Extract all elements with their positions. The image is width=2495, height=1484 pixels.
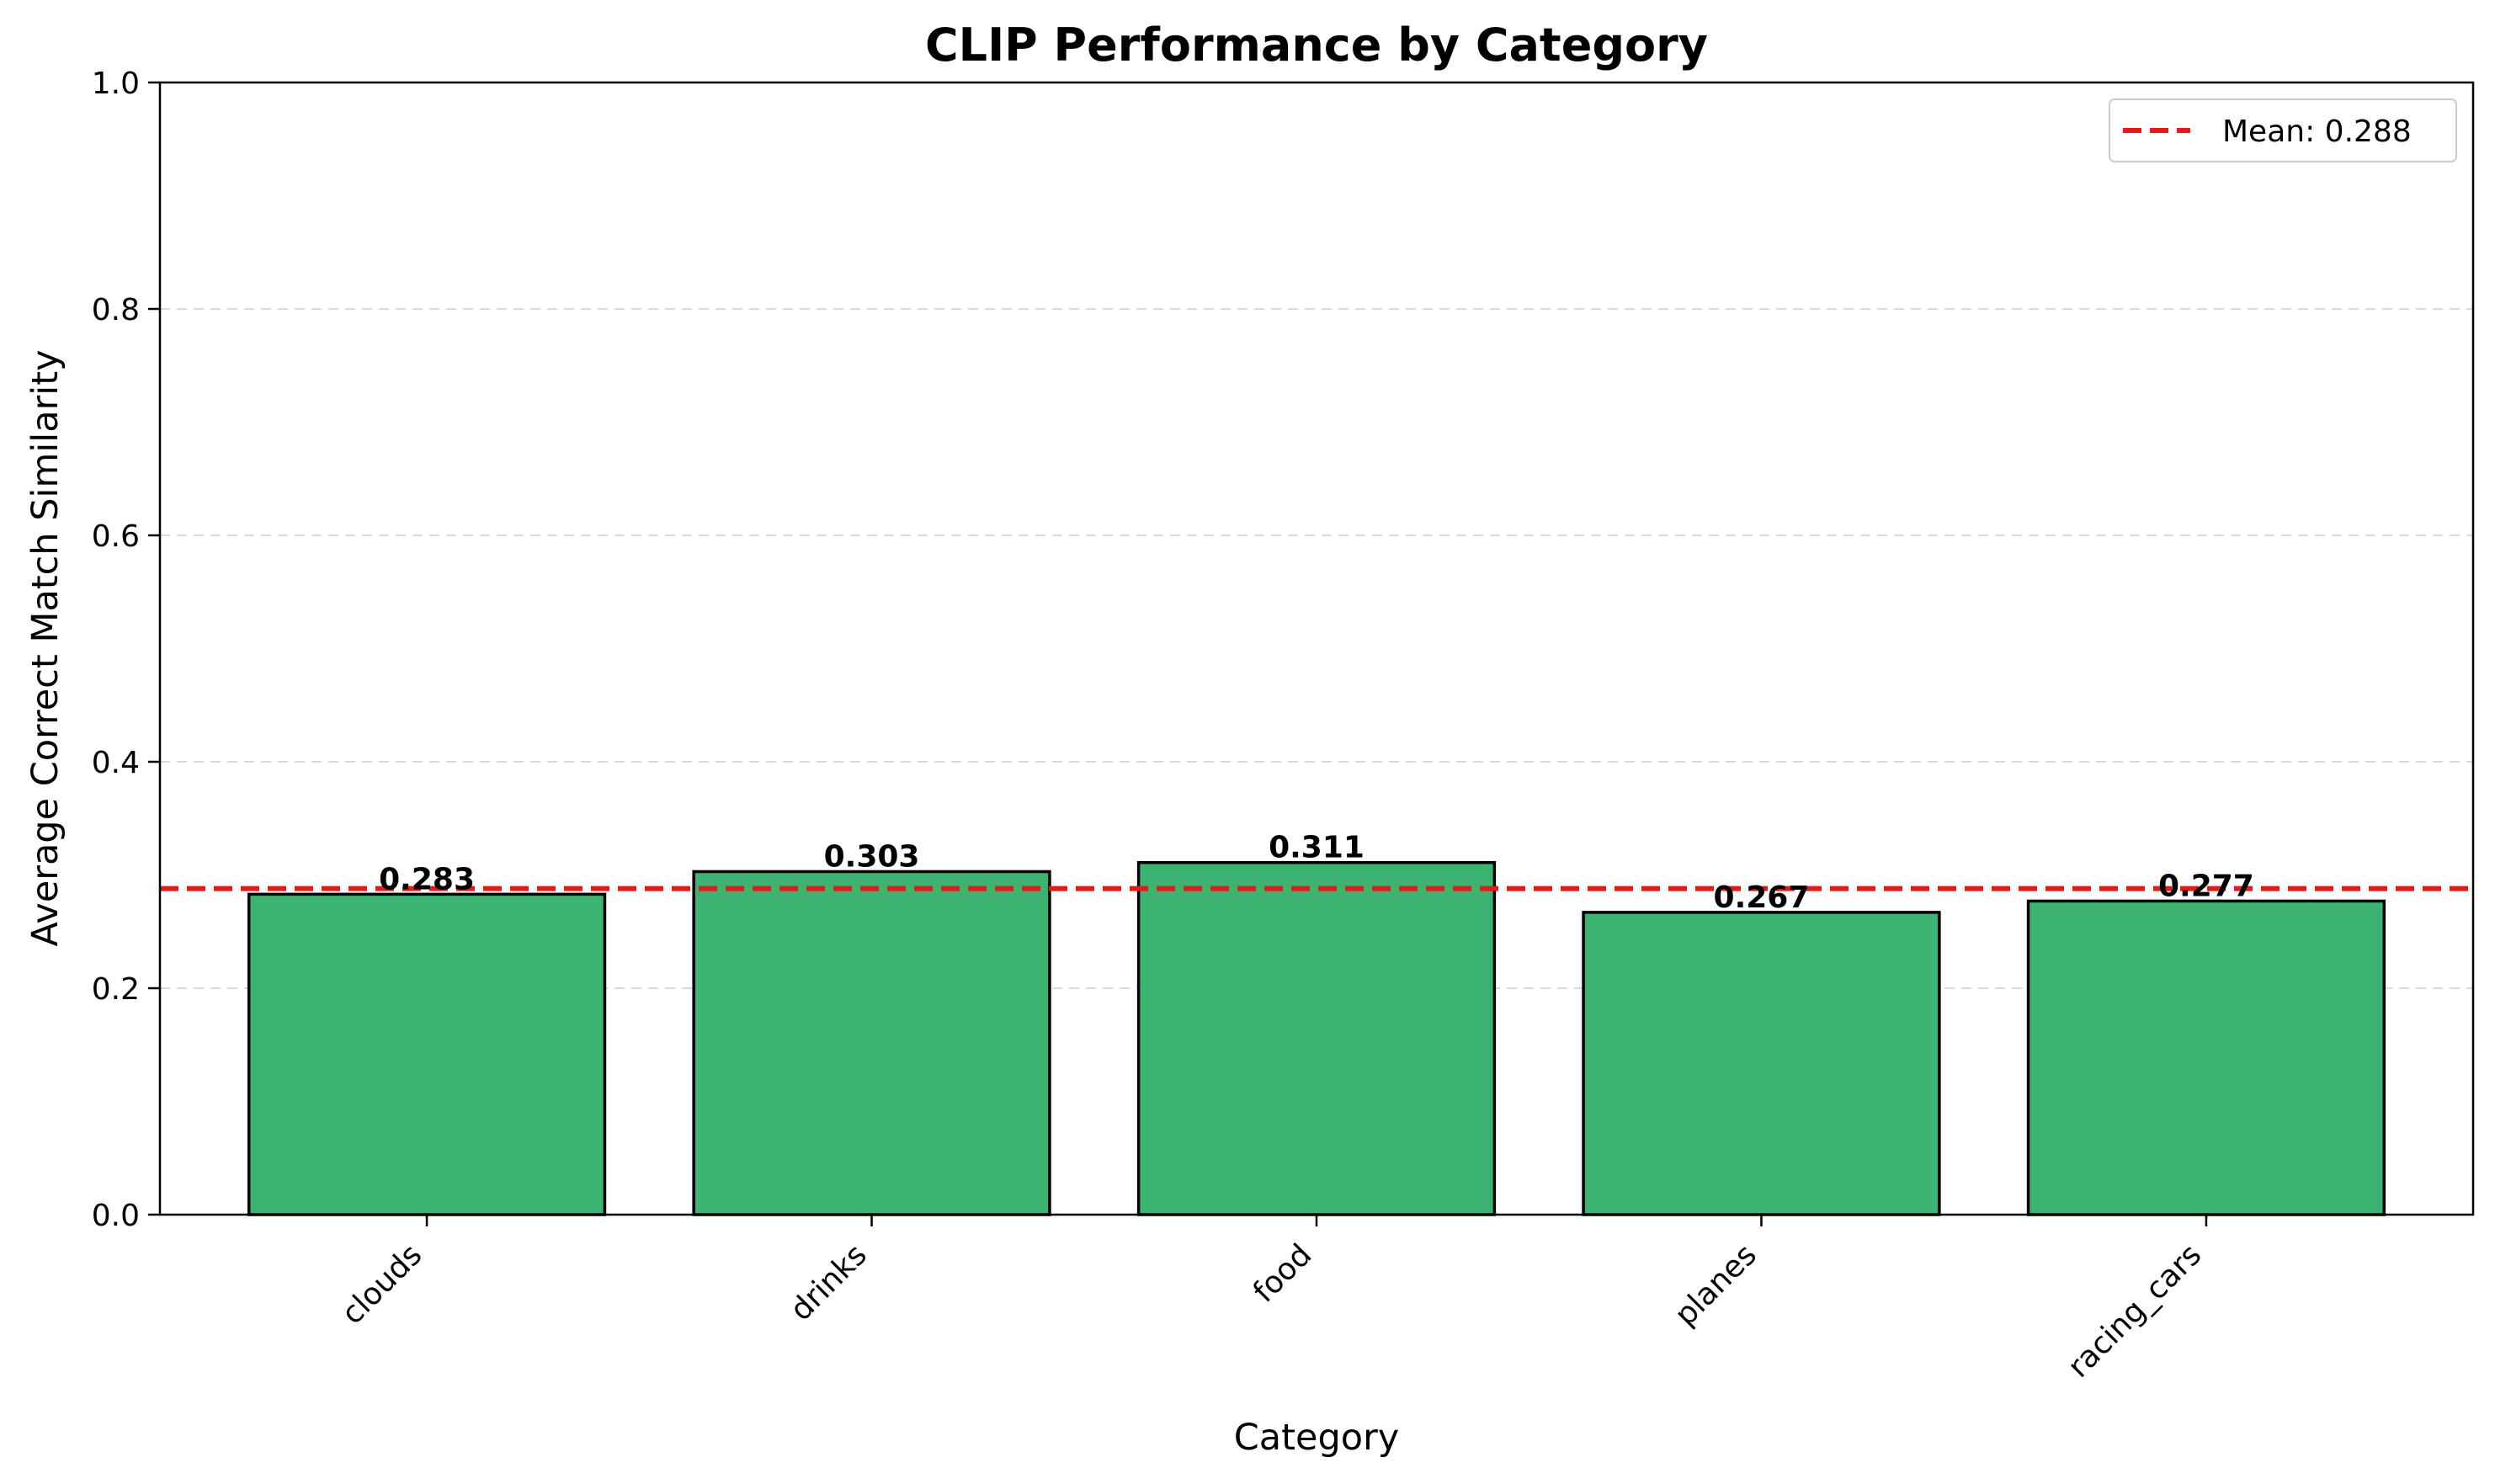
chart-title: CLIP Performance by Category: [925, 19, 1708, 72]
bar-value-label: 0.311: [1269, 831, 1365, 865]
bar-value-label: 0.277: [2158, 869, 2254, 903]
x-axis-label: Category: [1234, 1417, 1399, 1459]
bar-drinks: [692, 870, 1051, 1216]
bar-planes: [1582, 911, 1941, 1216]
bar-value-labels: 0.283 0.303 0.311 0.267 0.277: [379, 831, 2254, 915]
bar-value-label: 0.283: [379, 862, 475, 896]
bar-clouds: [247, 892, 607, 1216]
y-tick-label: 0.0: [92, 1199, 140, 1233]
bar-food: [1136, 860, 1497, 1216]
bar-value-label: 0.303: [824, 839, 920, 874]
bars: [247, 860, 2386, 1216]
y-tick-label: 0.2: [92, 972, 140, 1007]
legend-box: [2109, 98, 2457, 162]
y-axis-label: Average Correct Match Similarity: [24, 349, 66, 946]
y-tick-label: 0.8: [92, 293, 140, 327]
y-axis-ticks: 0.0 0.2 0.4 0.6 0.8 1.0: [92, 66, 160, 1233]
legend: Mean: 0.288: [2109, 98, 2457, 162]
legend-mean-label: Mean: 0.288: [2222, 114, 2412, 149]
y-tick-label: 0.6: [92, 519, 140, 554]
y-tick-label: 0.4: [92, 746, 140, 780]
bar-racing_cars: [2026, 899, 2386, 1216]
y-tick-label: 1.0: [92, 66, 140, 101]
bar-value-label: 0.267: [1714, 880, 1810, 915]
